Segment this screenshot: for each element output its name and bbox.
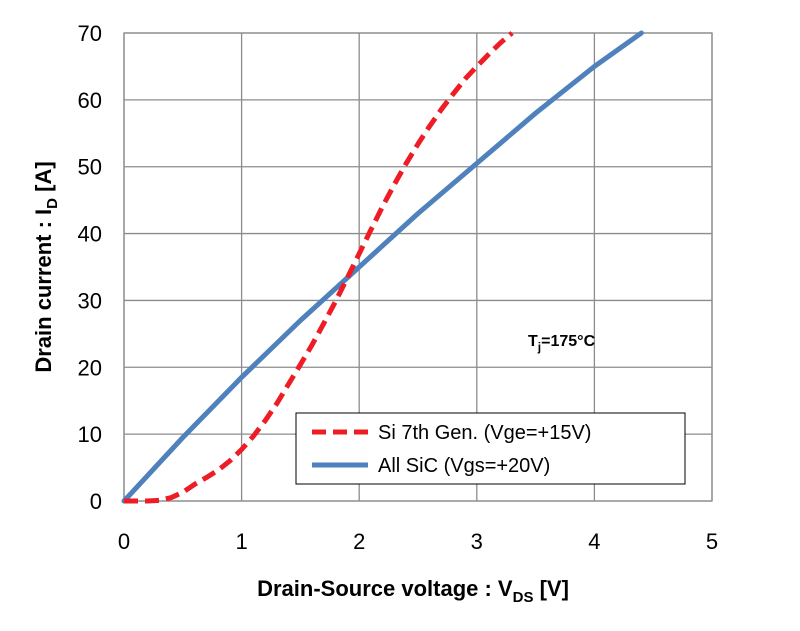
x-tick-label: 0: [118, 529, 130, 554]
x-axis-title: Drain-Source voltage : VDS [V]: [257, 576, 569, 606]
legend-label-sic: All SiC (Vgs=+20V): [378, 455, 550, 477]
y-tick-label: 0: [90, 489, 102, 514]
x-axis-title-subscript: DS: [513, 589, 534, 606]
series-layer: [121, 30, 644, 504]
x-tick-label: 3: [471, 529, 483, 554]
x-tick-label: 1: [235, 529, 247, 554]
y-axis-title-unit: [A]: [31, 161, 56, 198]
x-tick-label: 4: [588, 529, 600, 554]
y-axis-title: Drain current : ID [A]: [31, 161, 61, 372]
y-tick-label: 50: [78, 155, 102, 180]
x-axis-title-main: Drain-Source voltage : V: [257, 576, 513, 601]
x-tick-labels: 0 1 2 3 4 5: [118, 529, 718, 554]
y-tick-label: 30: [78, 288, 102, 313]
y-tick-labels: 0 10 20 30 40 50 60 70: [78, 21, 102, 514]
y-tick-label: 10: [78, 422, 102, 447]
series-line-si: [124, 31, 514, 504]
plot-border: [123, 32, 713, 502]
temperature-annotation-rest: =175°C: [541, 333, 595, 350]
y-tick-label: 70: [78, 21, 102, 46]
x-axis-title-unit: [V]: [533, 576, 568, 601]
temperature-annotation: Tj=175°C: [528, 333, 596, 354]
legend-box: [295, 412, 686, 485]
y-axis-title-main: Drain current : I: [31, 209, 56, 373]
y-tick-label: 40: [78, 222, 102, 247]
x-tick-label: 5: [706, 529, 718, 554]
series-line-sic: [121, 30, 644, 504]
y-axis-title-subscript: D: [44, 198, 61, 209]
x-tick-label: 2: [353, 529, 365, 554]
legend-label-si: Si 7th Gen. (Vge=+15V): [378, 422, 591, 444]
temperature-annotation-subscript: j: [537, 340, 541, 354]
y-tick-label: 60: [78, 88, 102, 113]
y-tick-label: 20: [78, 355, 102, 380]
plot-frame: [123, 32, 713, 502]
temperature-annotation-main: T: [528, 333, 538, 350]
legend: Si 7th Gen. (Vge=+15V) All SiC (Vgs=+20V…: [295, 412, 686, 485]
